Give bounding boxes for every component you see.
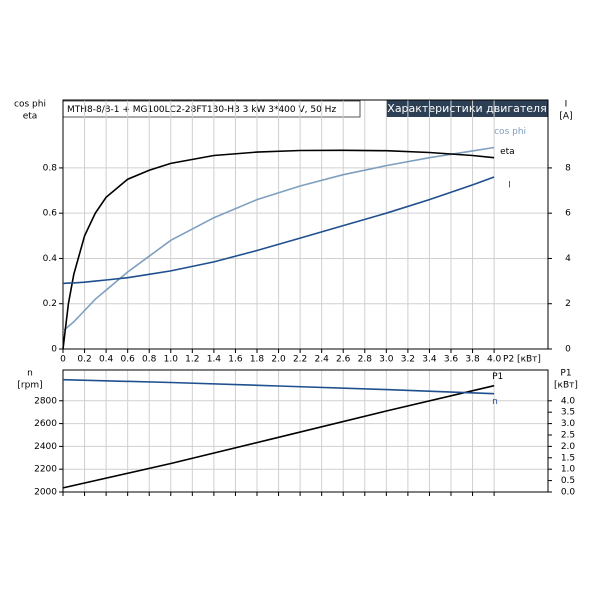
y-tick-label: 0.8 xyxy=(43,163,58,173)
x-tick-label: 1.0 xyxy=(164,355,179,365)
series-line xyxy=(62,378,495,395)
x-tick-label: 3.8 xyxy=(465,355,480,365)
y-axis-label: n xyxy=(27,369,33,379)
x-tick-label: 3.6 xyxy=(444,355,459,365)
x-tick-label: 0.8 xyxy=(142,355,157,365)
x-tick-label: 1.8 xyxy=(250,355,265,365)
y2-tick-label: 4 xyxy=(565,254,571,264)
x-tick-label: 1.2 xyxy=(185,355,199,365)
series-label: P1 xyxy=(492,372,503,382)
y2-axis-label: I xyxy=(565,100,568,110)
series-label: n xyxy=(492,397,498,407)
y2-tick-label: 0.0 xyxy=(561,488,576,498)
y-axis-label: [rpm] xyxy=(17,381,42,391)
series-line xyxy=(62,384,495,489)
y2-tick-label: 3.5 xyxy=(561,408,575,418)
series-label: I xyxy=(508,180,511,190)
y2-axis-label: [кВт] xyxy=(554,381,578,391)
y2-tick-label: 0.5 xyxy=(561,476,575,486)
y-tick-label: 0.2 xyxy=(43,299,57,309)
plot-frame xyxy=(62,99,549,350)
x-tick-label: 2.8 xyxy=(358,355,373,365)
x-tick-label: 0 xyxy=(60,355,66,365)
series-line xyxy=(62,149,495,350)
y2-tick-label: 4.0 xyxy=(561,396,576,406)
chart-subtitle: MTH8-8/8-1 + MG100LC2-28FT130-H3 3 kW 3*… xyxy=(67,105,336,115)
y-tick-label: 2200 xyxy=(34,465,57,475)
y2-tick-label: 2.5 xyxy=(561,430,575,440)
y-tick-label: 2000 xyxy=(34,488,57,498)
x-tick-label: 4.0 xyxy=(487,355,502,365)
y-tick-label: 2800 xyxy=(34,396,57,406)
title-box xyxy=(386,100,548,117)
y-axis-label: cos phi xyxy=(14,100,46,110)
y-tick-label: 2400 xyxy=(34,442,57,452)
series-label: eta xyxy=(500,147,515,157)
series-line xyxy=(62,176,495,285)
x-tick-label: 3.4 xyxy=(422,355,437,365)
plot-frame xyxy=(62,369,549,493)
x-tick-label: 0.2 xyxy=(77,355,91,365)
x-tick-label: 3.2 xyxy=(401,355,415,365)
y2-tick-label: 6 xyxy=(565,209,571,219)
y2-tick-label: 8 xyxy=(565,163,571,173)
y-tick-label: 2600 xyxy=(34,419,57,429)
y2-tick-label: 2 xyxy=(565,299,571,309)
y2-tick-label: 0 xyxy=(565,345,571,355)
y2-axis-label: P1 xyxy=(560,369,571,379)
y-tick-label: 0.4 xyxy=(43,254,58,264)
series-label: cos phi xyxy=(494,127,526,137)
y2-tick-label: 1.5 xyxy=(561,453,575,463)
x-tick-label: 2.2 xyxy=(293,355,307,365)
x-tick-label: 1.4 xyxy=(207,355,222,365)
x-tick-label: 0.4 xyxy=(99,355,114,365)
x-tick-label: 0.6 xyxy=(121,355,136,365)
x-tick-label: 2.0 xyxy=(271,355,286,365)
y2-axis-label: [A] xyxy=(559,112,572,122)
series-line xyxy=(62,146,495,332)
x-tick-label: 2.4 xyxy=(315,355,330,365)
x-tick-label: 2.6 xyxy=(336,355,351,365)
y-axis-label: eta xyxy=(23,112,38,122)
y2-tick-label: 3.0 xyxy=(561,419,576,429)
y-tick-label: 0.6 xyxy=(43,209,58,219)
y2-tick-label: 1.0 xyxy=(561,465,576,475)
chart-title: Характеристики двигателя xyxy=(387,102,546,115)
x-tick-label: 3.0 xyxy=(379,355,394,365)
x-tick-label: 1.6 xyxy=(228,355,243,365)
y2-tick-label: 2.0 xyxy=(561,442,576,452)
y-tick-label: 0 xyxy=(51,345,57,355)
x-axis-label: P2 [кВт] xyxy=(503,355,541,365)
